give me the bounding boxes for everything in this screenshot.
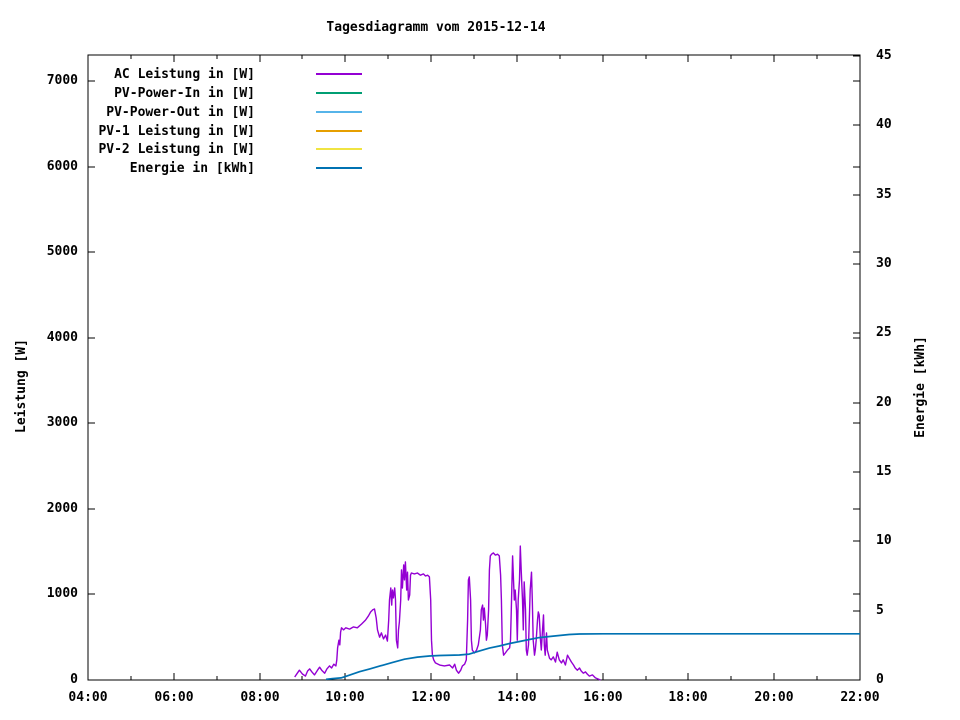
y2-tick-label: 10 bbox=[876, 533, 892, 548]
legend-label-ac-leistung: AC Leistung in [W] bbox=[114, 67, 255, 82]
legend-swatch-pv1-leistung bbox=[316, 130, 362, 132]
x-tick-label: 22:00 bbox=[840, 690, 880, 705]
series-line-5 bbox=[325, 632, 860, 681]
legend-swatch-pv2-leistung bbox=[316, 148, 362, 150]
legend-swatch-energie bbox=[316, 167, 362, 169]
legend-label-energie: Energie in [kWh] bbox=[129, 161, 255, 176]
y-tick-label: 4000 bbox=[46, 330, 78, 345]
y2-tick-label: 25 bbox=[876, 325, 892, 340]
y2-tick-label: 15 bbox=[876, 464, 892, 479]
series-line-0 bbox=[294, 545, 601, 681]
x-tick-label: 12:00 bbox=[411, 690, 451, 705]
legend-label-pv-power-in: PV-Power-In in [W] bbox=[114, 86, 255, 101]
y-tick-label: 5000 bbox=[46, 244, 78, 259]
y-tick-label: 2000 bbox=[46, 501, 78, 516]
y2-tick-label: 40 bbox=[876, 117, 892, 132]
y2-tick-label: 35 bbox=[876, 187, 892, 202]
chart-title: Tagesdiagramm vom 2015-12-14 bbox=[326, 20, 546, 35]
x-tick-label: 08:00 bbox=[240, 690, 280, 705]
x-tick-label: 06:00 bbox=[154, 690, 194, 705]
legend-swatch-ac-leistung bbox=[316, 73, 362, 75]
y-tick-label: 1000 bbox=[46, 586, 78, 601]
legend-label-pv-power-out: PV-Power-Out in [W] bbox=[106, 105, 255, 120]
x-tick-label: 16:00 bbox=[583, 690, 623, 705]
x-tick-label: 18:00 bbox=[668, 690, 708, 705]
y2-tick-label: 0 bbox=[876, 672, 884, 687]
y-tick-label: 3000 bbox=[46, 415, 78, 430]
y2-axis-title: Energie [kWh] bbox=[913, 336, 928, 438]
x-tick-label: 14:00 bbox=[497, 690, 537, 705]
y2-tick-label: 20 bbox=[876, 395, 892, 410]
y2-tick-label: 45 bbox=[876, 48, 892, 63]
legend-label-pv1-leistung: PV-1 Leistung in [W] bbox=[98, 124, 255, 139]
y-axis-title: Leistung [W] bbox=[14, 339, 29, 433]
x-tick-label: 20:00 bbox=[754, 690, 794, 705]
x-tick-label: 10:00 bbox=[325, 690, 365, 705]
y2-tick-label: 5 bbox=[876, 603, 884, 618]
x-tick-label: 04:00 bbox=[68, 690, 108, 705]
legend-label-pv2-leistung: PV-2 Leistung in [W] bbox=[98, 142, 255, 157]
legend-swatch-pv-power-out bbox=[316, 111, 362, 113]
y-tick-label: 6000 bbox=[46, 159, 78, 174]
y-tick-label: 7000 bbox=[46, 73, 78, 88]
y2-tick-label: 30 bbox=[876, 256, 892, 271]
legend-swatch-pv-power-in bbox=[316, 92, 362, 94]
y-tick-label: 0 bbox=[70, 672, 78, 687]
